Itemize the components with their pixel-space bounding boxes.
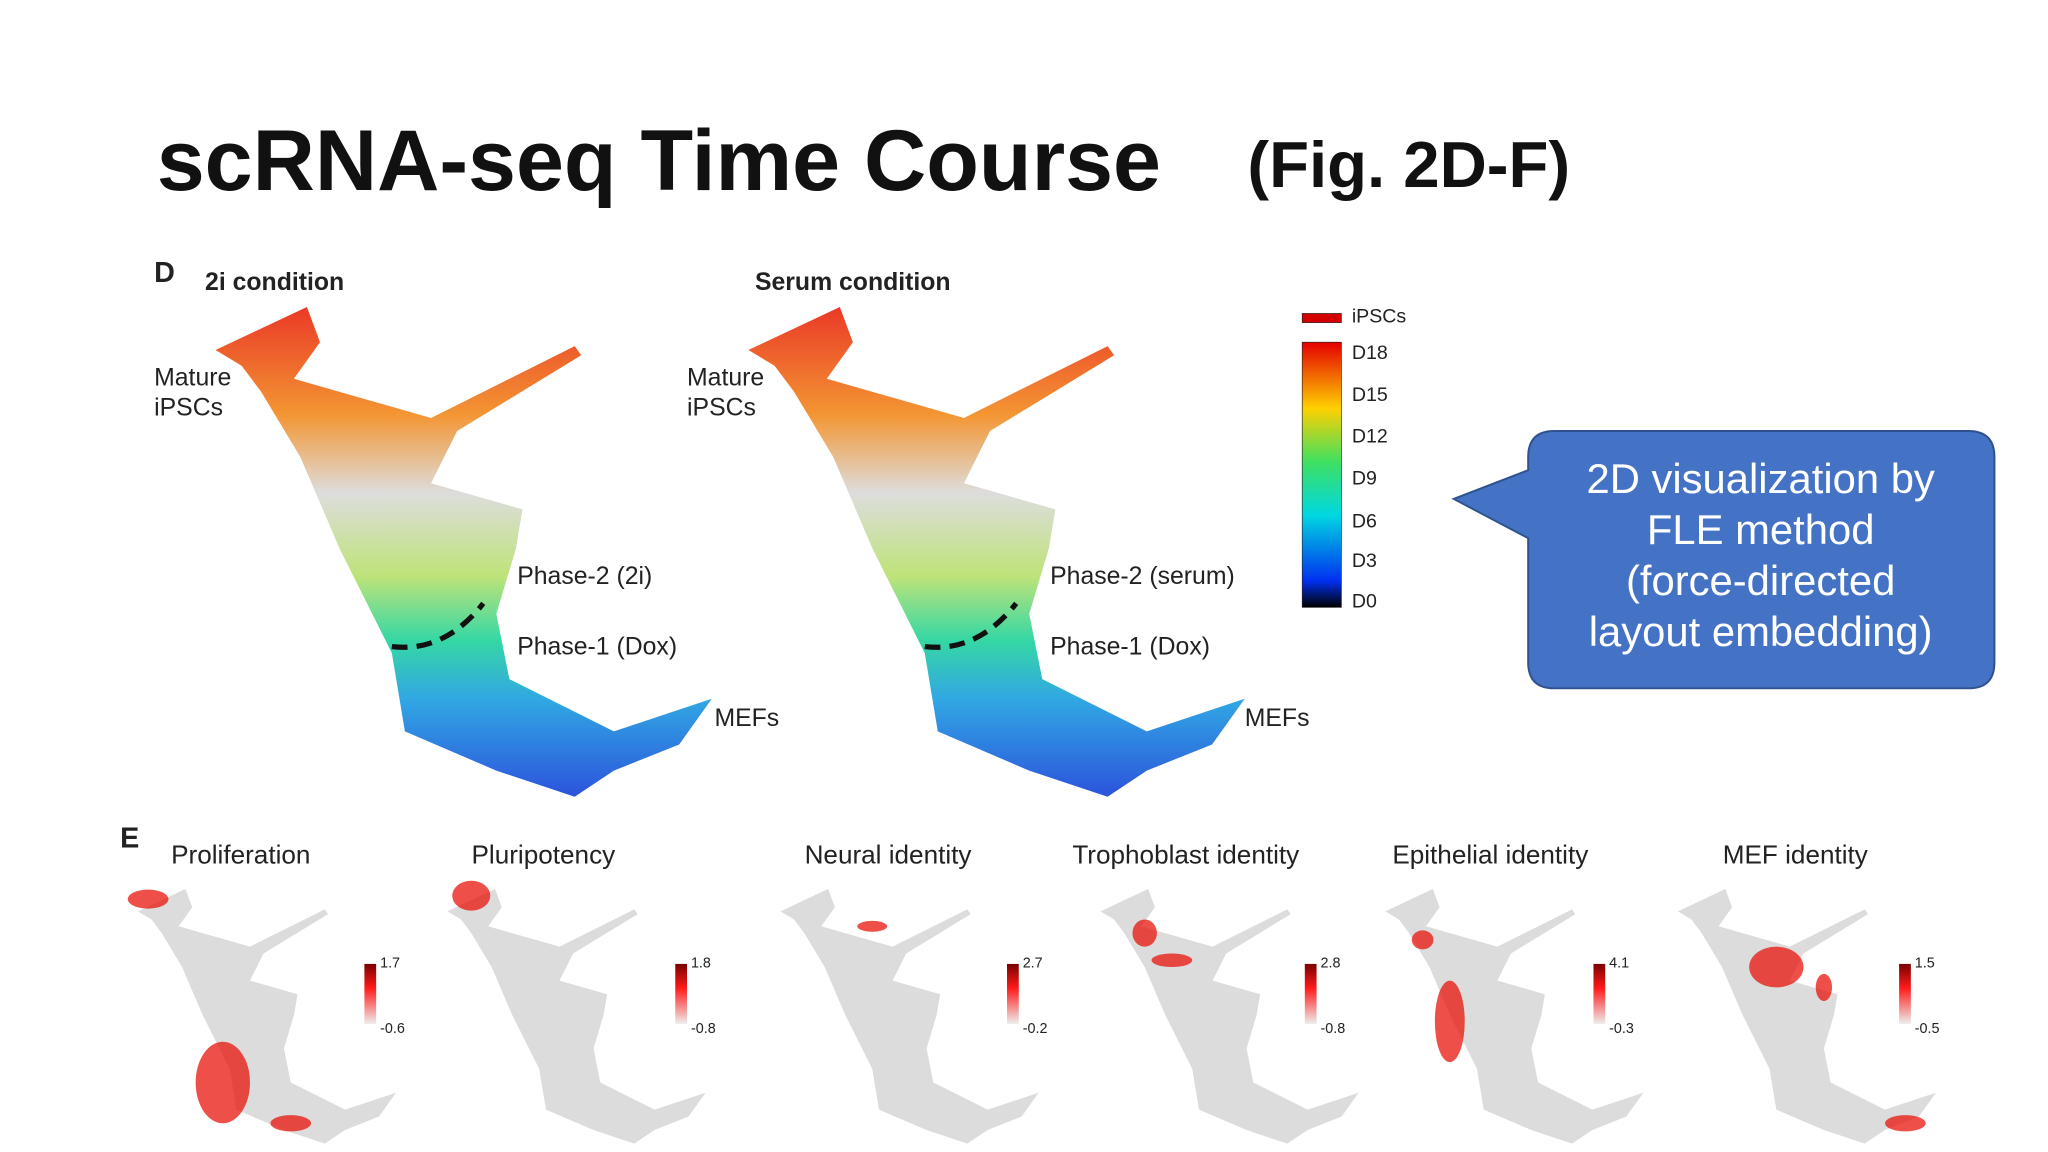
- annotation: Phase-1 (Dox): [517, 633, 677, 660]
- legend-label: D3: [1352, 550, 1377, 572]
- embedding-plot: [215, 306, 712, 797]
- annotation: iPSCs: [154, 394, 223, 421]
- plot-title: Proliferation: [171, 840, 310, 870]
- legend: iPSCs D18 D15 D12 D9 D6 D3 D0: [1352, 306, 1407, 613]
- embedding-shape: [137, 888, 397, 1144]
- colorbar: [1007, 963, 1019, 1024]
- embedding: [215, 306, 712, 797]
- annotation: MEFs: [714, 705, 779, 732]
- colorbar-min: -0.8: [691, 1021, 716, 1037]
- expression-region: [1151, 953, 1193, 968]
- annotation: Phase-2 (serum): [1050, 563, 1235, 590]
- feature-plot: Epithelial identity 4.1 -0.3: [1385, 840, 1644, 1144]
- callout-line: 2D visualization by: [1586, 455, 1934, 502]
- expression-region: [1884, 1115, 1926, 1132]
- callout-box: [1451, 430, 1996, 690]
- annotation: iPSCs: [687, 394, 756, 421]
- expression-region: [127, 889, 169, 909]
- colorbar: [1304, 963, 1317, 1024]
- phase-boundary: [391, 601, 486, 650]
- expression-region: [1749, 946, 1804, 988]
- expression-region: [195, 1041, 250, 1124]
- panel-e: Proliferation 1.7 -0.6 Pluripotency 1.8 -0.8 N…: [127, 840, 1940, 1144]
- feature-plot: Pluripotency 1.8 -0.8: [447, 840, 716, 1144]
- colorbar: [675, 963, 688, 1024]
- colorbar-min: -0.6: [380, 1021, 405, 1037]
- expression-region: [1132, 919, 1157, 947]
- legend-swatch: [1301, 313, 1342, 323]
- colorbar: [1301, 341, 1342, 608]
- colorbar-min: -0.8: [1320, 1021, 1345, 1037]
- expression-region: [270, 1115, 312, 1132]
- callout-line: FLE method: [1647, 506, 1875, 553]
- colorbar-max: 1.7: [380, 956, 400, 972]
- embedding-shape: [447, 888, 706, 1144]
- legend-label: D12: [1352, 426, 1388, 448]
- colorbar-max: 2.8: [1320, 956, 1340, 972]
- embedding: [127, 888, 397, 1144]
- legend-label: D18: [1352, 342, 1388, 364]
- colorbar-max: 1.8: [691, 956, 711, 972]
- annotation: Mature: [154, 364, 231, 391]
- expression-region: [1815, 973, 1833, 1002]
- colorbar-min: -0.5: [1915, 1021, 1940, 1037]
- plot-title: 2i condition: [205, 269, 344, 296]
- feature-plot: MEF identity 1.5 -0.5: [1677, 840, 1940, 1144]
- slide-title: scRNA-seq Time Course: [157, 113, 1161, 209]
- embedding-shape: [780, 888, 1039, 1144]
- legend-label: D9: [1352, 468, 1377, 490]
- legend-label: D15: [1352, 384, 1388, 406]
- annotation: MEFs: [1245, 705, 1310, 732]
- legend-label: D0: [1352, 590, 1377, 612]
- annotation: Phase-2 (2i): [517, 563, 652, 590]
- embedding: [447, 880, 706, 1144]
- feature-plot: Neural identity 2.7 -0.2: [780, 840, 1048, 1144]
- plot-title: MEF identity: [1723, 840, 1868, 870]
- colorbar-max: 4.1: [1609, 956, 1629, 972]
- feature-plot: Trophoblast identity 2.8 -0.8: [1072, 840, 1359, 1144]
- annotation: Mature: [687, 364, 764, 391]
- embedding-shape: [1677, 888, 1936, 1144]
- expression-region: [857, 920, 888, 932]
- colorbar-min: -0.2: [1023, 1021, 1048, 1037]
- phase-boundary: [924, 601, 1019, 650]
- panel-label: E: [120, 822, 139, 854]
- feature-plot: Proliferation 1.7 -0.6: [127, 840, 405, 1144]
- plot-title: Neural identity: [805, 840, 972, 870]
- plot-title: Serum condition: [755, 269, 951, 296]
- embedding: [748, 306, 1245, 797]
- colorbar: [1593, 963, 1606, 1024]
- slide-subtitle: (Fig. 2D-F): [1247, 128, 1570, 201]
- panel-label: D: [154, 257, 175, 289]
- colorbar-max: 1.5: [1915, 956, 1935, 972]
- embedding-plot: [748, 306, 1245, 797]
- expression-region: [1434, 980, 1465, 1063]
- embedding: [1100, 888, 1359, 1144]
- callout-line: (force-directed: [1626, 557, 1895, 604]
- embedding: [780, 888, 1039, 1144]
- legend-label: iPSCs: [1352, 306, 1407, 328]
- legend-label: D6: [1352, 511, 1377, 533]
- plot-title: Pluripotency: [472, 840, 616, 870]
- callout-line: layout embedding): [1589, 608, 1933, 655]
- plot-title: Trophoblast identity: [1072, 840, 1299, 870]
- colorbar: [1899, 963, 1911, 1024]
- expression-region: [452, 880, 491, 911]
- colorbar-min: -0.3: [1609, 1021, 1634, 1037]
- annotation: Phase-1 (Dox): [1050, 633, 1210, 660]
- colorbar: [364, 963, 377, 1024]
- plot-title: Epithelial identity: [1392, 840, 1588, 870]
- expression-region: [1411, 930, 1434, 950]
- embedding: [1385, 888, 1644, 1144]
- embedding: [1677, 888, 1936, 1144]
- colorbar-max: 2.7: [1023, 956, 1043, 972]
